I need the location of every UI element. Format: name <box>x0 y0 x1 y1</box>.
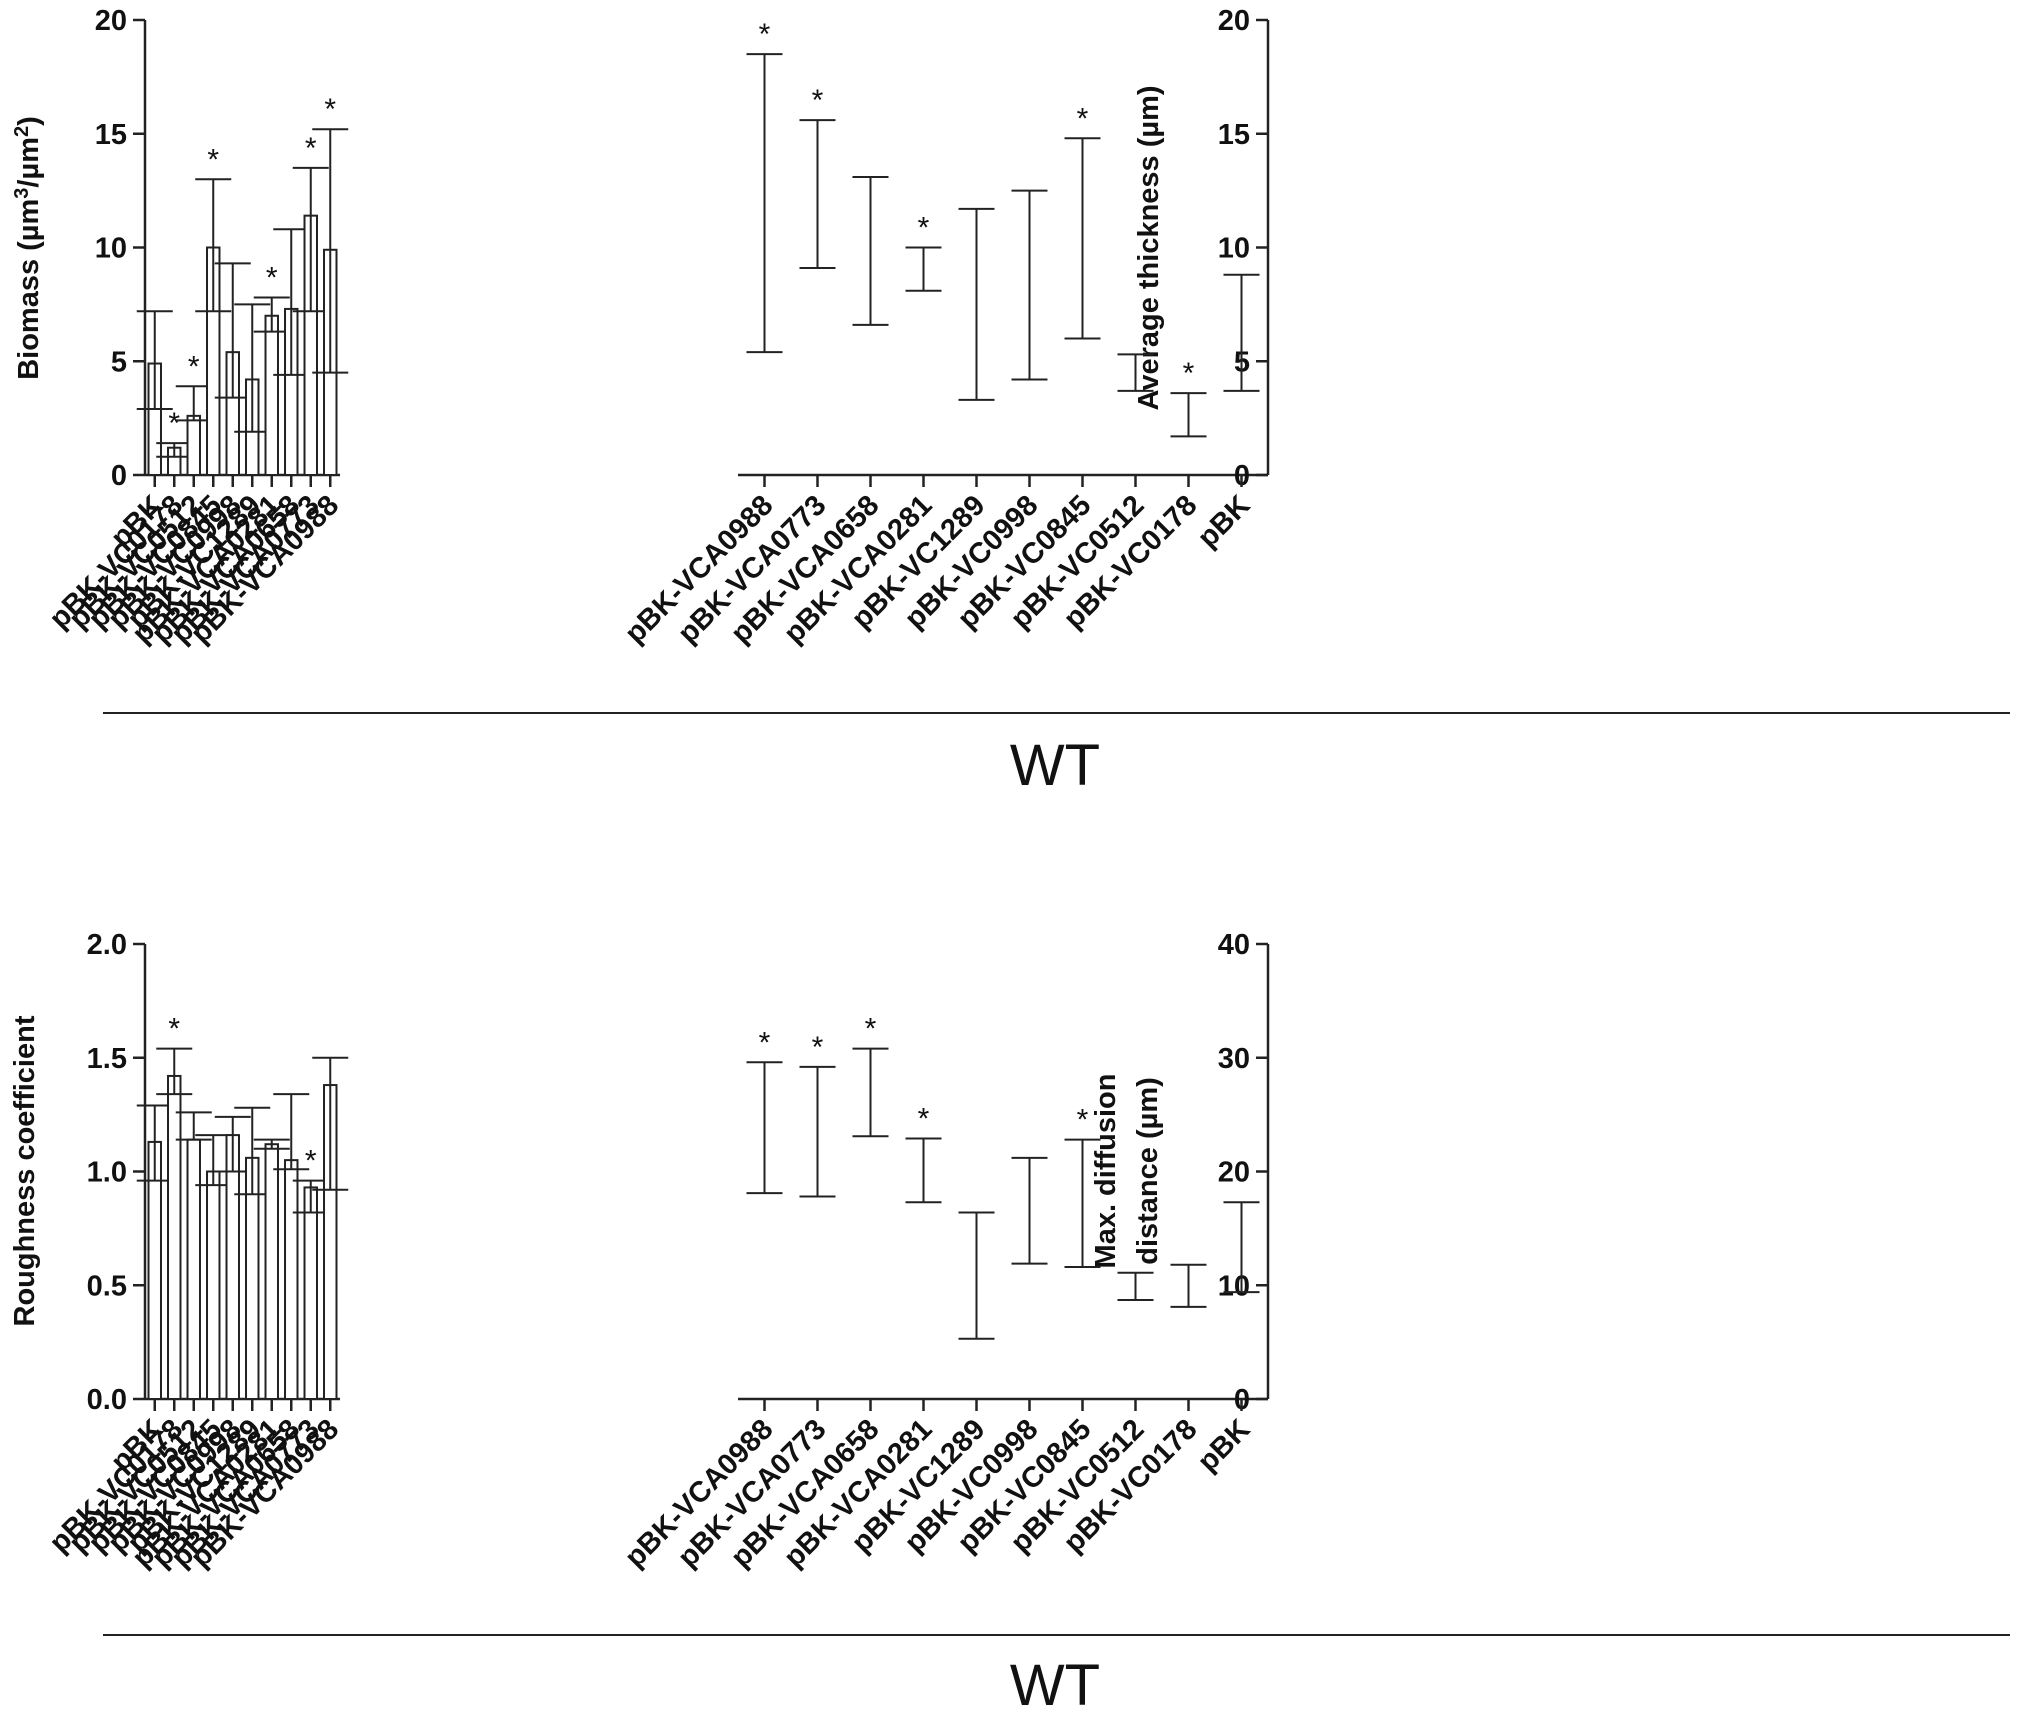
biomass-y-axis-title: Biomass (µm3/µm2) <box>11 116 45 380</box>
biomass-significance-marker: * <box>207 143 219 176</box>
biomass-significance-marker: * <box>305 132 317 165</box>
max-diffusion-distance-significance-marker: * <box>865 1013 877 1046</box>
average-thickness-y-tick-label: 15 <box>1218 119 1250 151</box>
max-diffusion-distance-y-axis-title: Max. diffusion <box>1090 1074 1122 1269</box>
max-diffusion-distance-y-axis-title-line2: distance (µm) <box>1132 1077 1164 1265</box>
roughness-coefficient-significance-marker: * <box>305 1145 317 1178</box>
chart-roughness-coefficient: Roughness coefficient 0.00.51.01.52.0pBK… <box>9 929 349 1574</box>
max-diffusion-distance-category-label: pBK <box>1192 1413 1257 1478</box>
chart-average-thickness: Average thickness (µm) 05101520pBKpBK-VC… <box>619 5 1270 650</box>
max-diffusion-distance-y-tick-label: 40 <box>1218 929 1250 961</box>
biomass-significance-marker: * <box>188 350 200 383</box>
biomass-significance-marker: * <box>324 93 336 126</box>
average-thickness-significance-marker: * <box>759 18 771 51</box>
roughness-coefficient-y-tick-label: 0.5 <box>87 1270 127 1302</box>
roughness-coefficient-significance-marker: * <box>168 1013 180 1046</box>
chart-biomass: Biomass (µm3/µm2) 05101520pBKpBK-VC0178*… <box>11 5 349 650</box>
average-thickness-y-axis-title: Average thickness (µm) <box>1133 85 1165 410</box>
roughness-coefficient-bar <box>186 1138 201 1401</box>
group-label-bottom: WT <box>1010 1653 1100 1712</box>
roughness-coefficient-y-tick-label: 1.5 <box>87 1043 127 1075</box>
max-diffusion-distance-significance-marker: * <box>759 1026 771 1059</box>
biomass-y-tick-label: 15 <box>95 119 127 151</box>
roughness-coefficient-y-tick-label: 1.0 <box>87 1157 127 1189</box>
average-thickness-significance-marker: * <box>918 212 930 245</box>
biomass-y-tick-label: 0 <box>111 460 127 492</box>
max-diffusion-distance-y-tick-label: 10 <box>1218 1270 1250 1302</box>
roughness-coefficient-y-tick-label: 0.0 <box>87 1384 127 1416</box>
average-thickness-significance-marker: * <box>812 84 824 117</box>
biomass-bar <box>186 414 201 477</box>
roughness-coefficient-bar <box>284 1159 299 1400</box>
roughness-coefficient-bar <box>303 1186 318 1401</box>
roughness-coefficient-bar <box>225 1134 240 1400</box>
group-label-top: WT <box>1010 733 1100 798</box>
average-thickness-category-label: pBK <box>1192 489 1257 554</box>
average-thickness-significance-marker: * <box>1077 102 1089 135</box>
roughness-coefficient-y-axis-title: Roughness coefficient <box>9 1015 41 1326</box>
roughness-coefficient-bar <box>167 1074 182 1400</box>
biomass-y-tick-label: 10 <box>95 233 127 265</box>
roughness-coefficient-bar <box>206 1170 221 1400</box>
biomass-y-tick-label: 20 <box>95 5 127 37</box>
roughness-coefficient-bar <box>264 1143 279 1400</box>
average-thickness-y-tick-label: 20 <box>1218 5 1250 37</box>
average-thickness-significance-marker: * <box>1183 357 1195 390</box>
biomass-y-tick-label: 5 <box>111 346 127 378</box>
chart-max-diffusion-distance: Max. diffusion distance (µm) 010203040pB… <box>619 929 1270 1574</box>
roughness-coefficient-y-tick-label: 2.0 <box>87 929 127 961</box>
max-diffusion-distance-significance-marker: * <box>1077 1104 1089 1137</box>
max-diffusion-distance-y-tick-label: 20 <box>1218 1157 1250 1189</box>
max-diffusion-distance-significance-marker: * <box>812 1031 824 1064</box>
biomass-significance-marker: * <box>168 407 180 440</box>
average-thickness-y-tick-label: 10 <box>1218 233 1250 265</box>
biomass-bar <box>264 314 279 476</box>
biomass-significance-marker: * <box>266 262 278 295</box>
max-diffusion-distance-significance-marker: * <box>918 1103 930 1136</box>
max-diffusion-distance-y-tick-label: 30 <box>1218 1043 1250 1075</box>
